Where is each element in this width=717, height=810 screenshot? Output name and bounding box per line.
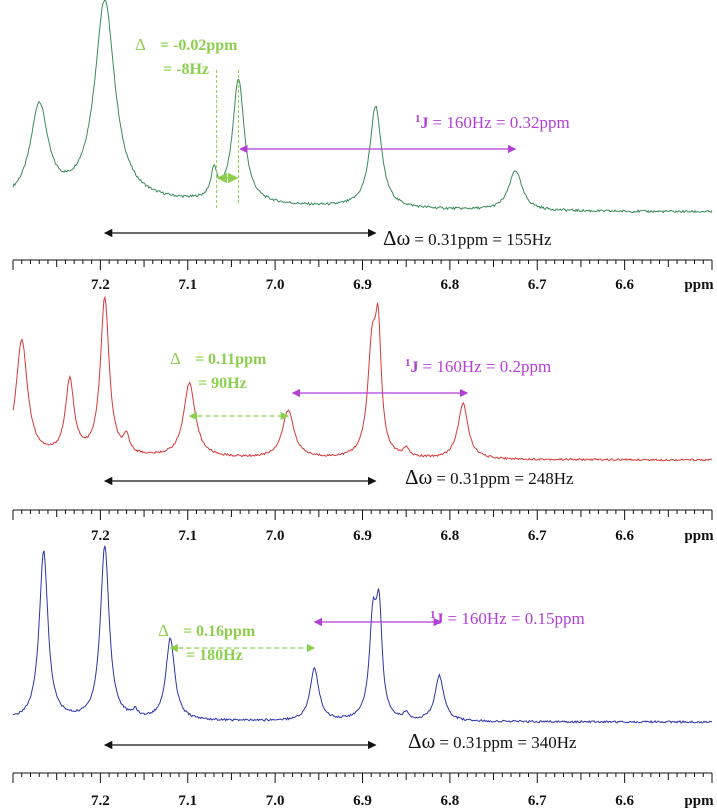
axis-unit-label: ppm xyxy=(684,528,714,544)
tick-label: 7.1 xyxy=(178,793,197,809)
axis-unit-label: ppm xyxy=(684,793,714,809)
tick-label: 7.0 xyxy=(266,528,285,544)
tick-label: 6.9 xyxy=(353,793,372,809)
delta-omega-annotation: Δω = 0.31ppm = 155Hz xyxy=(383,226,552,250)
delta-omega-annotation: Δω = 0.31ppm = 340Hz xyxy=(408,729,577,753)
spectrum-line xyxy=(12,295,713,462)
tick-label: 6.6 xyxy=(615,528,634,544)
ppm-axis: 7.2 7.1 7.0 6.9 6.8 6.7 6.6 ppm xyxy=(12,259,714,293)
spectrum-panel-1: 7.2 7.1 7.0 6.9 6.8 6.7 6.6 ppm Δ = -0.02ppm = -8H… xyxy=(12,0,714,293)
tick-label: 6.6 xyxy=(615,277,634,293)
tick-label: 7.0 xyxy=(266,277,285,293)
ppm-axis: 7.2 7.1 7.0 6.9 6.8 6.7 6.6 ppm xyxy=(12,772,714,809)
delta-omega-annotation: Δω = 0.31ppm = 248Hz xyxy=(405,465,574,489)
delta-hz-annotation: = 90Hz xyxy=(198,375,247,392)
tick-label: 7.2 xyxy=(91,277,110,293)
tick-label: 6.6 xyxy=(615,793,634,809)
tick-label: 6.7 xyxy=(528,277,547,293)
ppm-axis: 7.2 7.1 7.0 6.9 6.8 6.7 6.6 ppm xyxy=(12,509,714,544)
delta-hz-annotation: = 180Hz xyxy=(186,647,243,664)
tick-label: 7.2 xyxy=(91,793,110,809)
tick-label: 7.0 xyxy=(266,793,285,809)
delta-annotation: Δ = -0.02ppm xyxy=(135,35,238,54)
tick-label: 6.9 xyxy=(353,277,372,293)
delta-hz-annotation: = -8Hz xyxy=(163,61,209,78)
tick-label: 6.8 xyxy=(441,277,460,293)
spectrum-panel-2: 7.2 7.1 7.0 6.9 6.8 6.7 6.6 ppm Δ = 0.11ppm = 90Hz… xyxy=(12,295,714,544)
tick-label: 7.2 xyxy=(91,528,110,544)
tick-label: 6.8 xyxy=(441,528,460,544)
spectrum-panel-3: 7.2 7.1 7.0 6.9 6.8 6.7 6.6 ppm Δ = 0.16ppm = 180H… xyxy=(12,545,714,809)
j-coupling-annotation: 1J = 160Hz = 0.2ppm xyxy=(405,357,551,376)
j-coupling-annotation: 1J = 160Hz = 0.15ppm xyxy=(430,609,585,628)
tick-label: 6.9 xyxy=(353,528,372,544)
tick-label: 7.1 xyxy=(178,277,197,293)
j-coupling-annotation: 1J = 160Hz = 0.32ppm xyxy=(415,113,570,132)
tick-label: 6.7 xyxy=(528,793,547,809)
delta-annotation: Δ = 0.11ppm xyxy=(170,349,267,368)
tick-label: 6.7 xyxy=(528,528,547,544)
axis-unit-label: ppm xyxy=(684,277,714,293)
spectrum-line xyxy=(12,545,713,724)
tick-label: 6.8 xyxy=(441,793,460,809)
delta-annotation: Δ = 0.16ppm xyxy=(158,621,256,640)
spectrum-line xyxy=(12,0,713,214)
tick-label: 7.1 xyxy=(178,528,197,544)
